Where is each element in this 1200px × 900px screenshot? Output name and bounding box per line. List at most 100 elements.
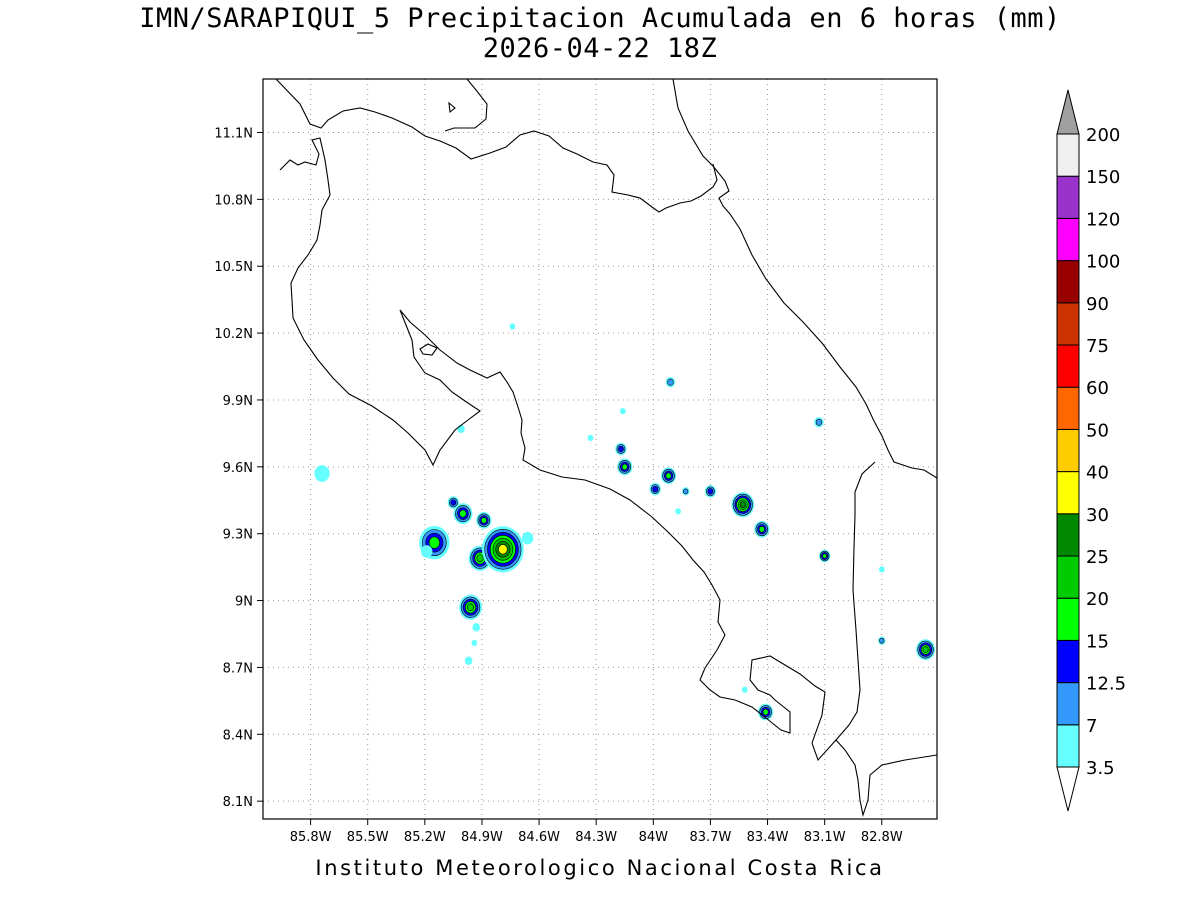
precip-cell: [704, 485, 717, 498]
colorbar-top-arrow: [1056, 89, 1080, 135]
lat-tick-label: 9.9N: [223, 394, 253, 409]
colorbar-box: [1056, 217, 1080, 262]
precip-cell: [521, 531, 534, 545]
precip-cell: [447, 496, 460, 509]
precip-contour-level: [314, 465, 330, 482]
precip-cell: [509, 323, 516, 330]
colorbar-box: [1056, 471, 1080, 515]
colorbar-box: [1056, 597, 1080, 641]
footer-credit: Instituto Meteorologico Nacional Costa R…: [315, 856, 885, 880]
precip-contour-level: [471, 639, 478, 647]
colorbar-level-label: 120: [1086, 209, 1120, 230]
precip-cell: [587, 434, 594, 441]
latitude-axis: 11.1N 10.8N 10.5N 10.2N 9.9N 9.6N 9.3N 9N 8.7N 8.…: [214, 126, 263, 810]
island-lake: [448, 101, 456, 114]
precip-contour-level: [878, 566, 885, 573]
precip-cell: [649, 482, 661, 496]
colorbar-box: [1056, 682, 1080, 726]
lon-tick-label: 84.6W: [518, 830, 560, 845]
precip-cell: [814, 417, 824, 428]
precip-contour-level: [621, 463, 628, 471]
precip-cell: [818, 549, 831, 563]
colorbar-level-label: 50: [1086, 420, 1109, 441]
colorbar-box: [1056, 344, 1080, 388]
colorbar-level-label: 90: [1086, 294, 1109, 315]
precip-contour-level: [741, 686, 748, 693]
map-frame: [262, 78, 938, 820]
lat-tick-label: 10.2N: [214, 327, 253, 342]
precip-cell: [472, 623, 481, 632]
lat-tick-label: 8.7N: [223, 661, 253, 676]
precip-cell: [741, 686, 748, 693]
lon-tick-label: 85.2W: [404, 830, 446, 845]
lon-tick-label: 83.7W: [690, 830, 732, 845]
lon-tick-label: 85.8W: [290, 830, 332, 845]
precip-cell: [615, 442, 627, 456]
colorbar-level-label: 150: [1086, 167, 1120, 188]
colorbar-level-label: 12.5: [1086, 674, 1126, 695]
precip-contour-level: [421, 545, 433, 558]
lat-tick-label: 8.4N: [223, 728, 253, 743]
colorbar-box: [1056, 724, 1080, 768]
precip-contour-level: [922, 646, 929, 653]
precip-contour-level: [707, 488, 714, 495]
lon-tick-label: 83.4W: [747, 830, 789, 845]
precip-contour-level: [476, 554, 484, 563]
precip-contour-level: [879, 637, 885, 644]
lon-tick-label: 85.5W: [347, 830, 389, 845]
colorbar-box: [1056, 302, 1080, 346]
precip-contour-level: [587, 434, 594, 441]
precip-contour-level: [683, 488, 689, 495]
precip-cell: [464, 656, 473, 665]
lat-tick-label: 8.1N: [223, 795, 253, 810]
coastline-pacific: [279, 137, 876, 762]
coastline-north: [275, 79, 718, 213]
colorbar-level-label: 20: [1086, 589, 1109, 610]
precip-cell: [459, 594, 482, 620]
precip-contour-level: [472, 623, 481, 632]
precip-cell: [878, 566, 885, 573]
lon-tick-label: 84W: [639, 830, 669, 845]
precip-contour-level: [822, 553, 827, 559]
precip-contour-level: [739, 501, 746, 509]
precip-cell: [453, 503, 473, 525]
colorbar-box: [1056, 260, 1080, 304]
precip-contour-level: [652, 486, 659, 493]
coastline-burica: [835, 739, 937, 818]
colorbar-box: [1056, 428, 1080, 473]
precip-contour-level: [464, 656, 473, 665]
map-title: IMN/SARAPIQUI_5 Precipitacion Acumulada …: [139, 3, 1061, 34]
precip-cell: [471, 639, 478, 647]
colorbar-level-label: 7: [1086, 716, 1097, 737]
coastline-caribbean: [672, 79, 937, 479]
precip-contour-level: [675, 508, 681, 515]
colorbar-level-label: 200: [1086, 125, 1120, 146]
colorbar-level-label: 100: [1086, 252, 1120, 273]
colorbar-box: [1056, 513, 1080, 557]
lat-tick-label: 9.6N: [223, 461, 253, 476]
lon-tick-label: 84.3W: [575, 830, 617, 845]
colorbar-level-label: 25: [1086, 547, 1109, 568]
precip-contour-level: [466, 603, 475, 612]
precip-cell: [617, 458, 633, 476]
colorbar-level-label: 15: [1086, 631, 1109, 652]
precip-cell: [314, 465, 330, 482]
colorbar-box: [1056, 133, 1080, 177]
colorbar-level-label: 75: [1086, 336, 1109, 357]
precip-contour-level: [498, 544, 508, 555]
precip-contour-level: [459, 509, 467, 518]
precip-cell: [916, 639, 936, 661]
precip-contour-level: [521, 531, 534, 545]
precip-cell: [619, 407, 626, 415]
precip-contours: [314, 323, 936, 721]
precip-contour-level: [815, 418, 823, 426]
colorbar-box: [1056, 555, 1080, 599]
precip-contour-level: [509, 323, 516, 330]
colorbar-level-label: 30: [1086, 505, 1109, 526]
precip-contour-level: [480, 517, 487, 524]
coastline: [275, 79, 937, 818]
precip-cell: [754, 520, 770, 538]
lat-tick-label: 11.1N: [214, 126, 253, 141]
coastline-north-east: [444, 79, 488, 132]
precip-cell: [481, 526, 524, 573]
